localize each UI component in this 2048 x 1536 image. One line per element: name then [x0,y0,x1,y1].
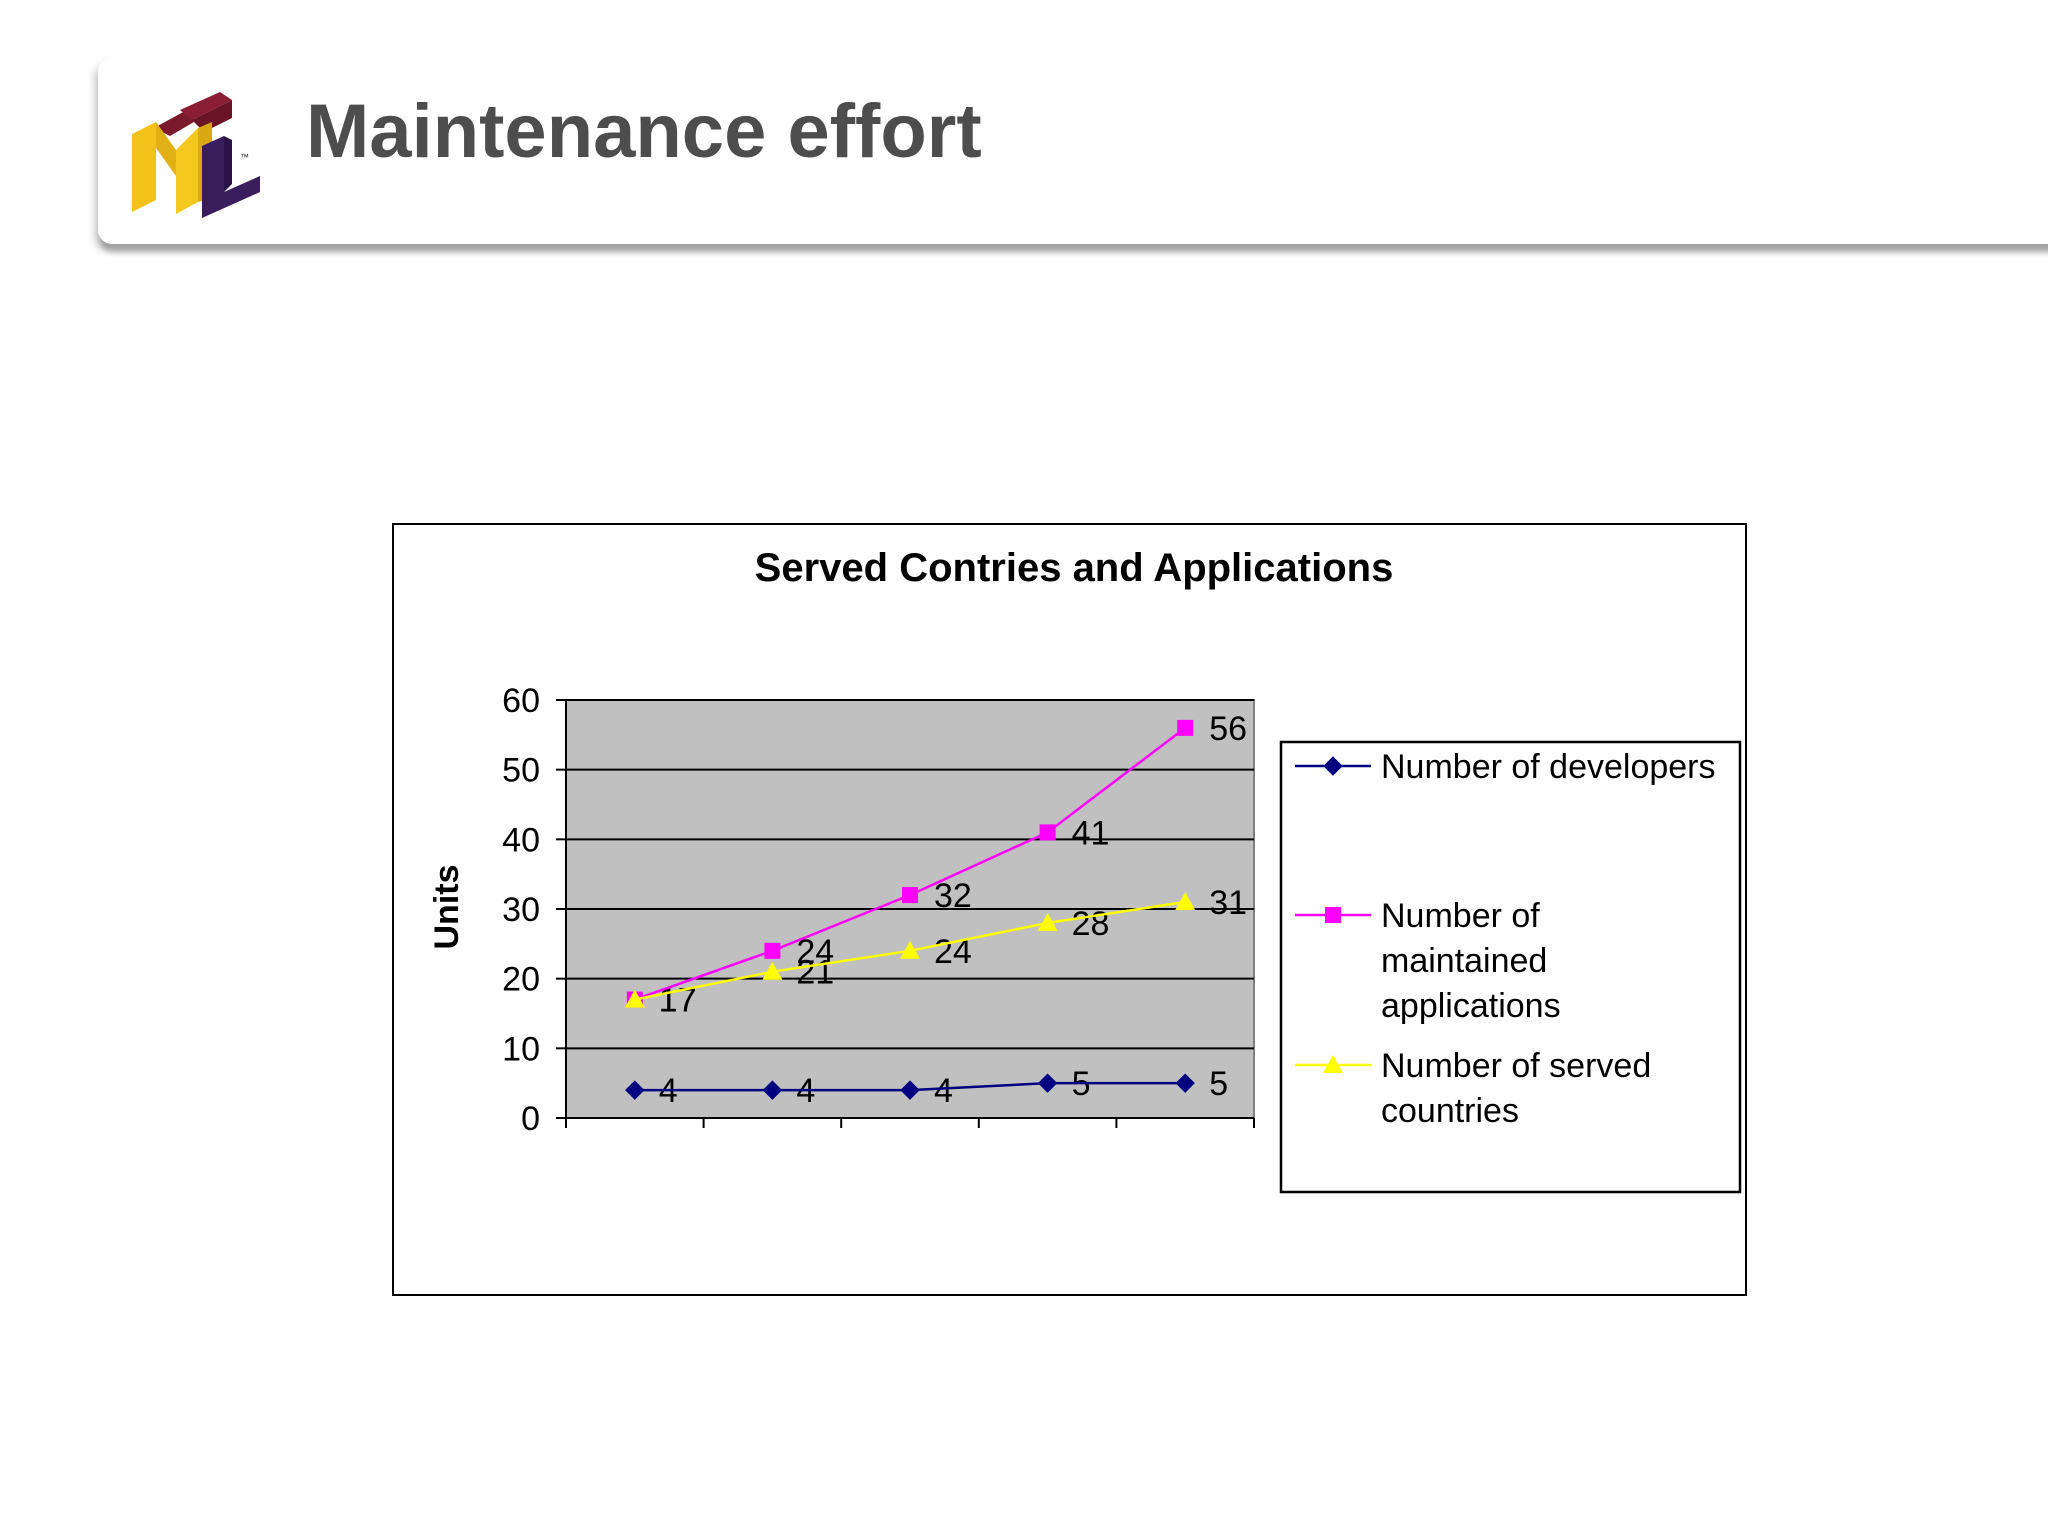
marker-triangle [900,940,920,959]
y-tick-label: 50 [502,752,540,790]
marker-diamond [1175,1073,1195,1093]
legend-label: Number of served countries [1381,1047,1651,1130]
line-chart: Served Contries and Applications Units 0… [428,546,1742,1194]
legend-label-line: applications [1381,987,1561,1025]
y-tick-label: 40 [502,821,540,859]
marker-square [1177,719,1194,736]
chart-title: Served Contries and Applications [755,546,1394,590]
y-tick-label: 20 [502,961,540,999]
legend-entry-1: Number of maintained applications [1295,897,1561,1025]
legend-label-line: Number of developers [1381,748,1716,786]
series-0 [625,1073,1195,1100]
data-label: 28 [1072,905,1110,943]
marker-square [902,887,918,904]
legend-label: Number of developers [1381,748,1716,786]
marker-diamond [900,1080,920,1100]
y-tick-label: 30 [502,891,540,929]
marker-triangle [1175,892,1196,911]
data-label: 41 [1072,814,1110,852]
legend-label-line: Number of [1381,897,1540,935]
grid-lines [566,699,1254,1050]
header-band [98,58,2048,244]
marker-triangle [1037,912,1058,931]
legend-label: Number of maintained applications [1381,897,1561,1025]
marker-diamond [1037,1073,1058,1093]
marker-triangle [762,961,783,980]
data-label: 4 [934,1072,953,1110]
page-title: Maintenance effort [306,89,982,174]
marker-diamond [625,1080,645,1100]
marker-square [1325,907,1341,923]
data-label: 21 [796,954,834,992]
marker-square [764,942,781,959]
legend-entry-0: Number of developers [1295,748,1716,786]
data-label: 31 [1209,884,1247,922]
legend-label-line: maintained [1381,942,1547,980]
legend-label-line: countries [1381,1092,1519,1130]
marker-triangle [1323,1055,1343,1073]
series-2 [624,892,1196,1008]
y-axis-label: Units [428,865,466,950]
data-label: 56 [1209,710,1247,748]
y-tick-label: 10 [502,1030,540,1068]
chart-frame: Served Contries and Applications Units 0… [392,523,1747,1296]
trademark-mark: ™ [240,152,249,162]
marker-diamond [762,1080,783,1100]
marker-square [1039,824,1056,841]
y-tick-label: 60 [502,682,540,720]
marker-diamond [1323,756,1343,776]
legend-box [1279,740,1742,1194]
data-label: 32 [934,877,972,915]
ifml-logo: ™ [132,92,260,218]
data-label: 5 [1209,1065,1228,1103]
legend-label-line: Number of served [1381,1047,1651,1085]
marker-triangle [624,989,645,1008]
legend: Number of developers Number of maintained a… [1279,740,1742,1194]
y-tick-label: 0 [521,1100,540,1138]
axes: 0 10 20 30 40 50 60 [502,682,1255,1138]
legend-entry-2: Number of served countries [1295,1047,1651,1130]
